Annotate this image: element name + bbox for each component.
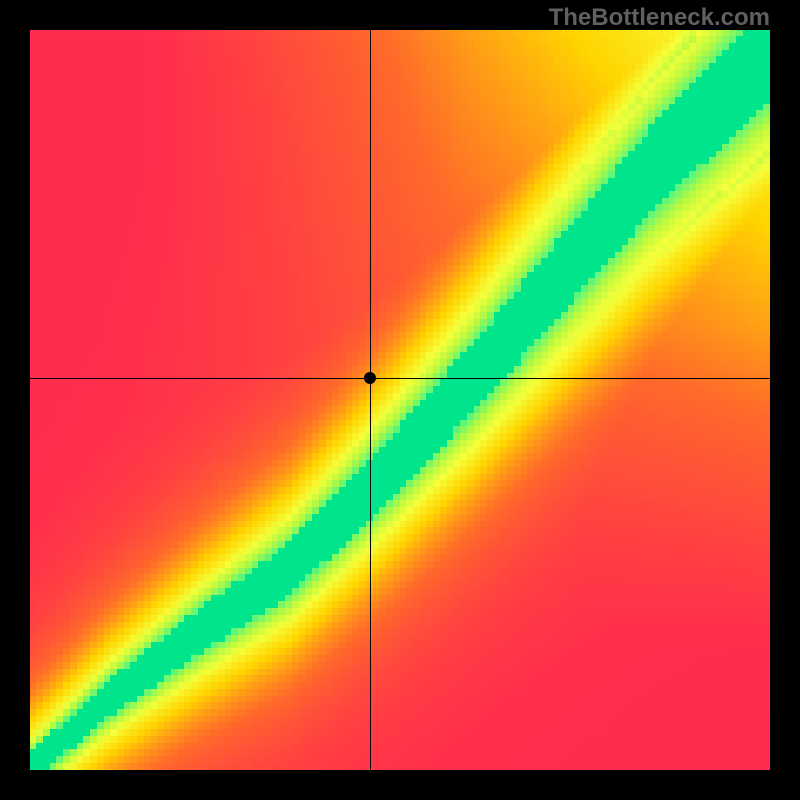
bottleneck-heatmap [30, 30, 770, 770]
watermark-text: TheBottleneck.com [549, 4, 770, 32]
plot-area [30, 30, 770, 770]
crosshair-marker [364, 372, 376, 384]
chart-container: TheBottleneck.com [0, 0, 800, 800]
crosshair-vertical [370, 30, 371, 770]
crosshair-horizontal [30, 378, 770, 379]
